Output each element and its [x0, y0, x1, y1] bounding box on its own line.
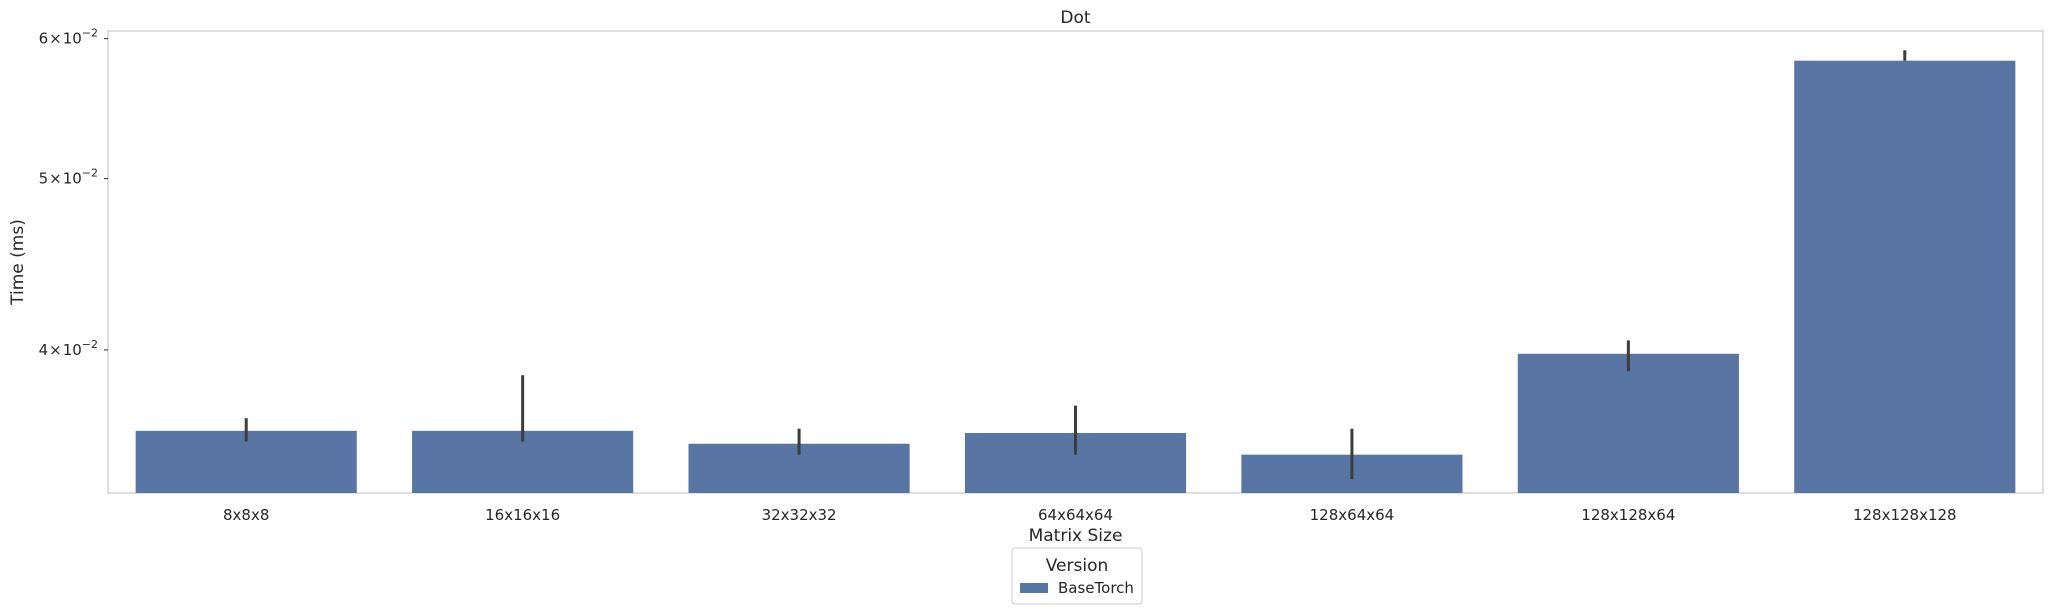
- y-tick-base: 10: [63, 30, 82, 48]
- y-tick-times: ×: [49, 170, 62, 188]
- x-tick-label: 16x16x16: [485, 506, 560, 524]
- y-tick-label: 6×10−2: [39, 27, 98, 48]
- y-axis-title: Time (ms): [8, 219, 28, 306]
- x-tick-label: 128x64x64: [1310, 506, 1395, 524]
- y-tick-times: ×: [49, 30, 62, 48]
- x-tick-label: 32x32x32: [762, 506, 837, 524]
- x-tick-label: 8x8x8: [223, 506, 269, 524]
- y-tick-label: 5×10−2: [39, 167, 98, 188]
- bar: [1517, 353, 1739, 493]
- y-tick-exponent: −2: [82, 338, 98, 351]
- y-tick-exponent: −2: [82, 167, 98, 180]
- y-tick-base: 10: [63, 341, 82, 359]
- y-tick-mantissa: 5: [39, 170, 49, 188]
- chart-title: Dot: [1060, 8, 1090, 28]
- y-tick-exponent: −2: [82, 27, 98, 40]
- bars: [135, 60, 2016, 493]
- y-tick-mantissa: 4: [39, 341, 49, 359]
- x-axis: 8x8x8 16x16x16 32x32x32 64x64x64 128x64x64 12…: [223, 506, 1957, 524]
- x-axis-title: Matrix Size: [1029, 526, 1123, 546]
- y-tick-base: 10: [63, 170, 82, 188]
- error-bars: [244, 50, 1907, 480]
- y-axis: 4×10−25×10−26×10−2: [39, 27, 108, 359]
- y-tick-times: ×: [49, 341, 62, 359]
- legend-swatch: [1020, 583, 1048, 593]
- x-tick-label: 64x64x64: [1038, 506, 1113, 524]
- x-tick-label: 128x128x128: [1853, 506, 1957, 524]
- legend-label: BaseTorch: [1058, 579, 1134, 597]
- x-tick-label: 128x128x64: [1581, 506, 1675, 524]
- legend: Version BaseTorch: [1011, 547, 1143, 605]
- y-tick-mantissa: 6: [39, 30, 49, 48]
- bar: [1794, 60, 2016, 493]
- legend-title: Version: [1046, 556, 1109, 576]
- y-tick-label: 4×10−2: [39, 338, 98, 359]
